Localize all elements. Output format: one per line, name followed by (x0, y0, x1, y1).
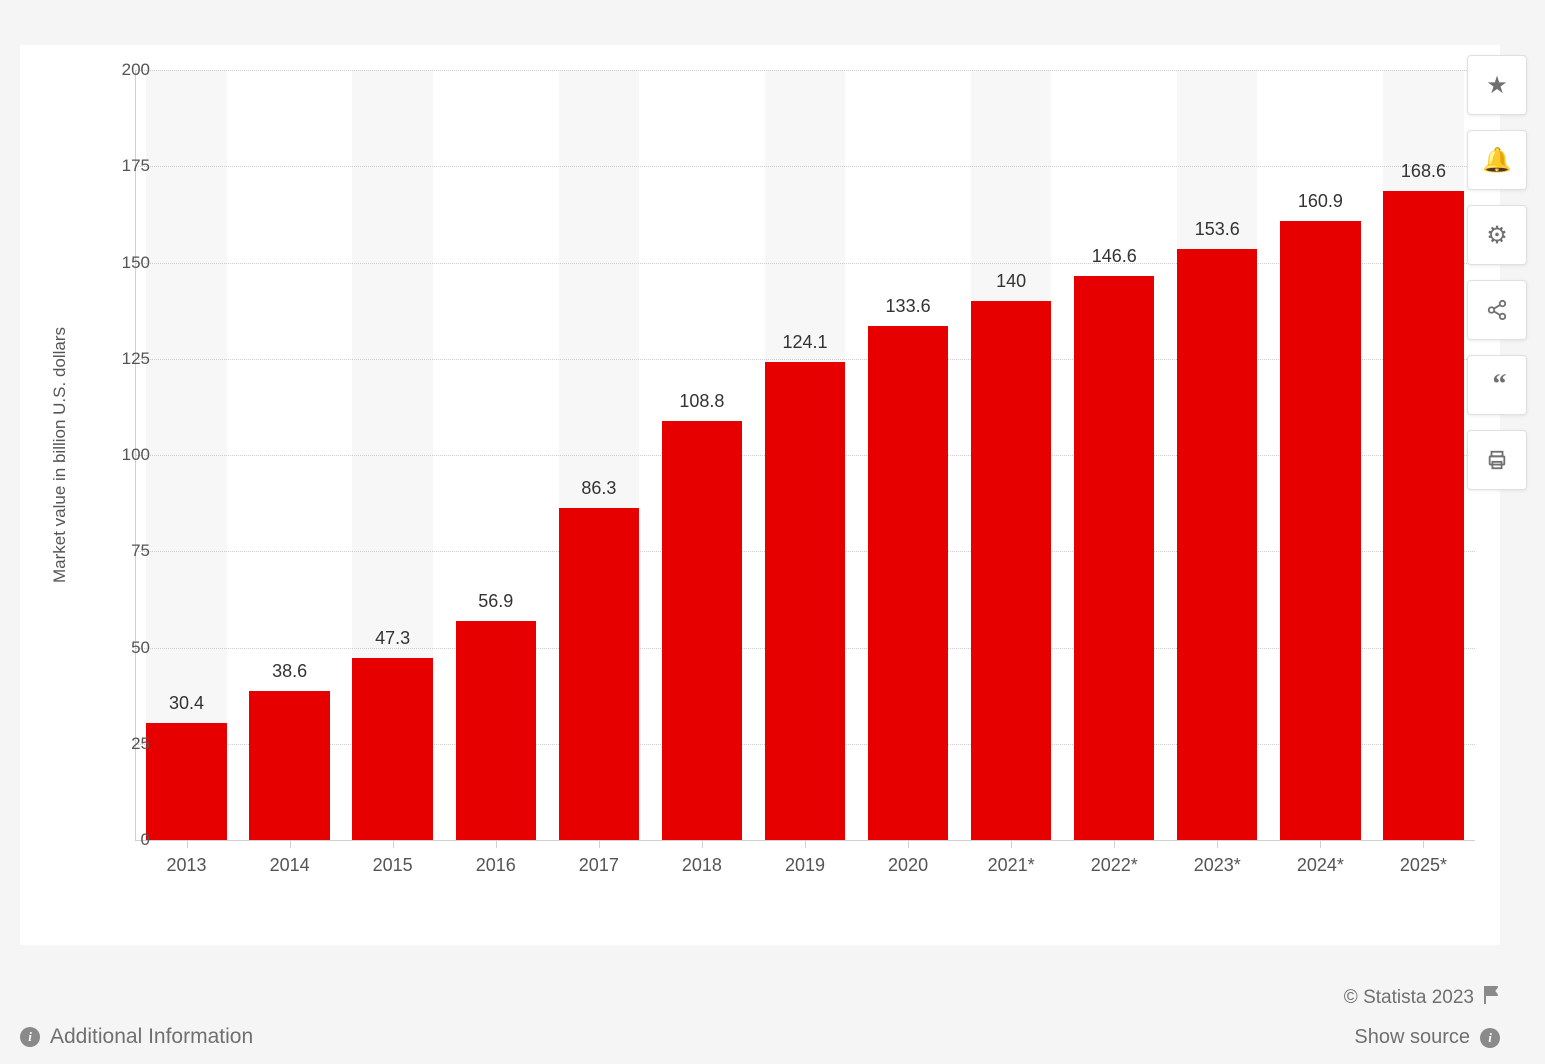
bar-value-label: 140 (971, 271, 1051, 292)
y-tick-label: 200 (100, 60, 150, 80)
x-tick-label: 2024* (1269, 855, 1372, 876)
x-tick-label: 2023* (1166, 855, 1269, 876)
y-axis-label: Market value in billion U.S. dollars (50, 327, 70, 583)
x-tick-label: 2025* (1372, 855, 1475, 876)
y-tick-label: 175 (100, 156, 150, 176)
gridline (135, 70, 1475, 71)
print-button[interactable] (1467, 430, 1527, 490)
share-icon (1486, 299, 1508, 321)
bar[interactable]: 86.3 (559, 508, 639, 840)
quote-icon: “ (1493, 369, 1502, 401)
bar-value-label: 30.4 (146, 693, 226, 714)
chart-area: 30.4 38.6 47.3 56.9 86.3 108.8 124.1 133.6 140 14… (135, 70, 1475, 880)
copyright: © Statista 2023 (1344, 986, 1500, 1010)
plot-area: 30.4 38.6 47.3 56.9 86.3 108.8 124.1 133.6 140 14… (135, 70, 1475, 840)
info-icon: i (1480, 1028, 1500, 1048)
favorite-button[interactable]: ★ (1467, 55, 1527, 115)
quote-button[interactable]: “ (1467, 355, 1527, 415)
favorite-icon: ★ (1486, 71, 1508, 100)
y-tick-label: 0 (100, 830, 150, 850)
show-source-link[interactable]: Show source i (1354, 1026, 1500, 1049)
footer: i Additional Information © Statista 2023… (20, 986, 1500, 1046)
bar[interactable]: 47.3 (352, 658, 432, 840)
x-tick-label: 2018 (650, 855, 753, 876)
x-tick-label: 2019 (753, 855, 856, 876)
bar[interactable]: 56.9 (456, 621, 536, 840)
gear-icon: ⚙ (1486, 221, 1508, 250)
chart-container: Market value in billion U.S. dollars 30.… (20, 45, 1500, 945)
bar-value-label: 133.6 (868, 296, 948, 317)
bar[interactable]: 108.8 (662, 421, 742, 840)
y-tick-label: 75 (100, 541, 150, 561)
y-tick-label: 100 (100, 445, 150, 465)
bar-value-label: 56.9 (456, 591, 536, 612)
copyright-text: © Statista 2023 (1344, 987, 1474, 1009)
bar-value-label: 86.3 (559, 478, 639, 499)
gridline (135, 166, 1475, 167)
share-button[interactable] (1467, 280, 1527, 340)
bar[interactable]: 30.4 (146, 723, 226, 840)
bar[interactable]: 160.9 (1280, 221, 1360, 840)
bar-value-label: 168.6 (1383, 161, 1463, 182)
y-tick-label: 125 (100, 349, 150, 369)
info-icon: i (20, 1027, 40, 1047)
bar-value-label: 38.6 (249, 661, 329, 682)
y-tick-label: 25 (100, 734, 150, 754)
gridline (135, 263, 1475, 264)
x-tick-label: 2015 (341, 855, 444, 876)
x-tick-label: 2014 (238, 855, 341, 876)
gear-button[interactable]: ⚙ (1467, 205, 1527, 265)
bar-value-label: 124.1 (765, 332, 845, 353)
gridline (135, 359, 1475, 360)
x-tick-label: 2016 (444, 855, 547, 876)
x-tick-label: 2021* (960, 855, 1063, 876)
additional-info-link[interactable]: i Additional Information (20, 1025, 253, 1049)
bar-value-label: 47.3 (352, 628, 432, 649)
bar-value-label: 153.6 (1177, 219, 1257, 240)
bar[interactable]: 133.6 (868, 326, 948, 840)
x-tick-label: 2020 (857, 855, 960, 876)
bell-icon: 🔔 (1482, 146, 1512, 175)
bar[interactable]: 168.6 (1383, 191, 1463, 840)
y-tick-label: 50 (100, 638, 150, 658)
x-tick-label: 2017 (547, 855, 650, 876)
show-source-label: Show source (1354, 1026, 1470, 1049)
bell-button[interactable]: 🔔 (1467, 130, 1527, 190)
bar-value-label: 160.9 (1280, 191, 1360, 212)
side-buttons: ★ 🔔 ⚙ “ (1467, 55, 1527, 490)
bar-value-label: 108.8 (662, 391, 742, 412)
x-tick-label: 2022* (1063, 855, 1166, 876)
y-tick-label: 150 (100, 253, 150, 273)
additional-info-label: Additional Information (50, 1025, 253, 1049)
bar-value-label: 146.6 (1074, 246, 1154, 267)
bar[interactable]: 146.6 (1074, 276, 1154, 840)
bar[interactable]: 38.6 (249, 691, 329, 840)
flag-icon[interactable] (1484, 986, 1500, 1010)
bar[interactable]: 124.1 (765, 362, 845, 840)
bar[interactable]: 153.6 (1177, 249, 1257, 840)
print-icon (1486, 449, 1508, 471)
bar[interactable]: 140 (971, 301, 1051, 840)
x-tick-label: 2013 (135, 855, 238, 876)
